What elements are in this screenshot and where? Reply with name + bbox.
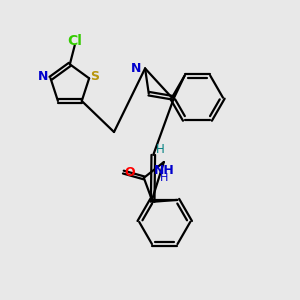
Text: O: O [124,166,135,178]
Text: H: H [160,173,168,183]
Text: S: S [91,70,100,83]
Text: NH: NH [154,164,174,177]
Text: N: N [131,62,141,75]
Text: Cl: Cl [67,34,82,48]
Text: N: N [38,70,49,83]
Text: H: H [156,142,165,155]
